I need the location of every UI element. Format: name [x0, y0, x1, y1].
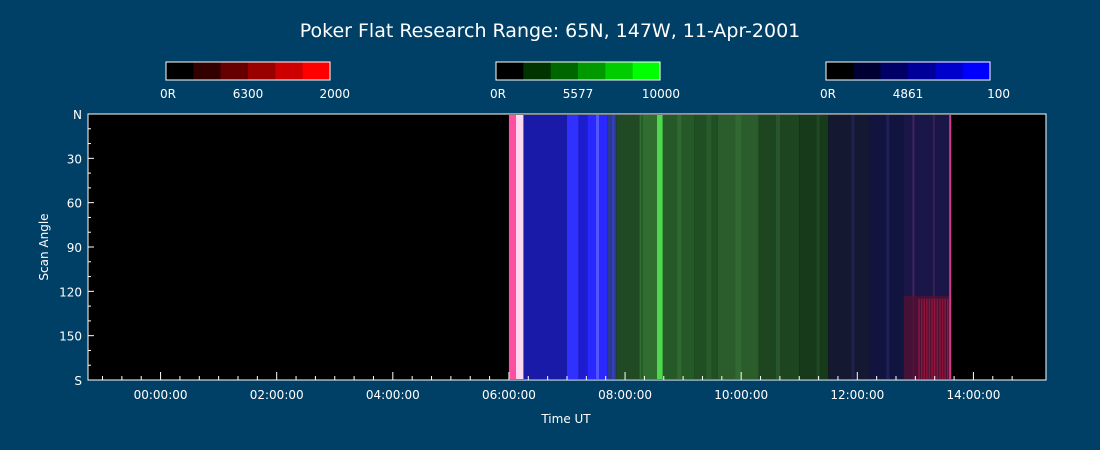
data-edge-line — [949, 115, 952, 379]
colorbar-swatch — [166, 62, 194, 80]
y-tick-label: 60 — [67, 197, 82, 211]
data-band — [578, 115, 588, 379]
colorbar-frame — [495, 61, 661, 81]
data-streak — [677, 115, 682, 379]
colorbar-name-label: 6300 — [233, 87, 264, 101]
data-streak — [886, 115, 890, 379]
colorbar-swatch — [523, 62, 552, 80]
y-axis: N 30 60 90 120 150 S — [59, 108, 94, 388]
colorbar-frame — [825, 61, 991, 81]
colorbar-5577: 0R 5577 10000 — [490, 61, 680, 101]
colorbar-swatch — [496, 62, 524, 80]
data-band — [567, 115, 579, 379]
y-tick-label: S — [74, 374, 82, 388]
data-band — [656, 115, 663, 379]
data-band — [607, 115, 617, 379]
colorbar-frame — [165, 61, 331, 81]
x-tick-label: 08:00:00 — [598, 388, 652, 402]
colorbar-name-label: 4861 — [893, 87, 924, 101]
data-streak-red — [933, 298, 936, 379]
colorbar-4861: 0R 4861 100 — [820, 61, 1010, 101]
data-streak — [706, 115, 712, 379]
x-tick-label: 12:00:00 — [830, 388, 884, 402]
colorbar-swatch — [853, 62, 882, 80]
x-tick-label: 00:00:00 — [134, 388, 188, 402]
colorbar-swatch — [962, 62, 991, 80]
data-streak-red — [920, 298, 923, 379]
data-streak-red — [918, 298, 920, 379]
x-tick-label: 10:00:00 — [714, 388, 768, 402]
data-streak — [932, 115, 935, 379]
data-band — [717, 115, 759, 379]
y-tick-label: N — [73, 108, 82, 122]
colorbar-swatch — [632, 62, 661, 80]
colorbar-max-label: 2000 — [319, 87, 350, 101]
data-streak-red — [947, 298, 949, 379]
data-streak-red — [926, 298, 928, 379]
colorbar-swatch — [908, 62, 936, 80]
colorbar-swatch — [220, 62, 249, 80]
y-tick-label: 90 — [67, 241, 82, 255]
data-streak-red — [931, 298, 933, 379]
x-tick-label: 04:00:00 — [366, 388, 420, 402]
data-streak — [639, 115, 642, 379]
colorbar-swatch — [935, 62, 964, 80]
data-streak-red — [944, 298, 946, 379]
data-streak — [912, 115, 915, 379]
data-streak — [816, 115, 820, 379]
colorbar-6300: 0R 6300 2000 — [160, 61, 350, 101]
colorbars: 0R 6300 2000 0R 5577 10000 0R 4861 100 — [160, 61, 1010, 101]
colorbar-swatch — [302, 62, 331, 80]
colorbar-min-label: 0R — [820, 87, 836, 101]
plot-area — [87, 113, 1047, 381]
data-streak-red — [928, 298, 931, 379]
y-tick-label: 150 — [59, 330, 82, 344]
data-streak — [735, 115, 742, 379]
data-streak-red — [941, 298, 944, 379]
x-axis-label: Time UT — [540, 412, 591, 426]
colorbar-min-label: 0R — [160, 87, 176, 101]
data-band — [642, 115, 657, 379]
colorbar-swatch — [826, 62, 854, 80]
data-streak — [851, 115, 855, 379]
x-tick-label: 06:00:00 — [482, 388, 536, 402]
colorbar-swatch — [275, 62, 304, 80]
y-tick-label: 30 — [67, 152, 82, 166]
colorbar-swatch — [193, 62, 222, 80]
data-overlays — [596, 115, 952, 379]
data-streak — [776, 115, 781, 379]
data-band — [523, 115, 567, 379]
x-tick-label: 14:00:00 — [946, 388, 1000, 402]
data-streak — [612, 115, 615, 379]
y-axis-label: Scan Angle — [37, 213, 51, 280]
colorbar-swatch — [550, 62, 579, 80]
colorbar-name-label: 5577 — [563, 87, 594, 101]
colorbar-max-label: 100 — [987, 87, 1010, 101]
colorbar-swatch — [605, 62, 634, 80]
data-streak-red — [936, 298, 939, 379]
x-tick-label: 02:00:00 — [250, 388, 304, 402]
data-band — [799, 115, 829, 379]
y-tick-label: 120 — [59, 285, 82, 299]
data-band — [508, 115, 516, 379]
data-bands — [508, 115, 951, 379]
colorbar-max-label: 10000 — [642, 87, 680, 101]
data-band — [758, 115, 800, 379]
data-band — [515, 115, 524, 379]
data-band — [828, 115, 869, 379]
colorbar-min-label: 0R — [490, 87, 506, 101]
data-streak-red — [939, 298, 941, 379]
x-axis: 00:00:00 02:00:00 04:00:00 06:00:00 08:00:00… — [102, 372, 1013, 402]
data-band — [616, 115, 643, 379]
data-streak-red — [923, 298, 925, 379]
colorbar-swatch — [248, 62, 276, 80]
data-streak — [596, 115, 600, 379]
colorbar-swatch — [578, 62, 606, 80]
chart-title: Poker Flat Research Range: 65N, 147W, 11… — [300, 20, 801, 42]
colorbar-swatch — [880, 62, 909, 80]
